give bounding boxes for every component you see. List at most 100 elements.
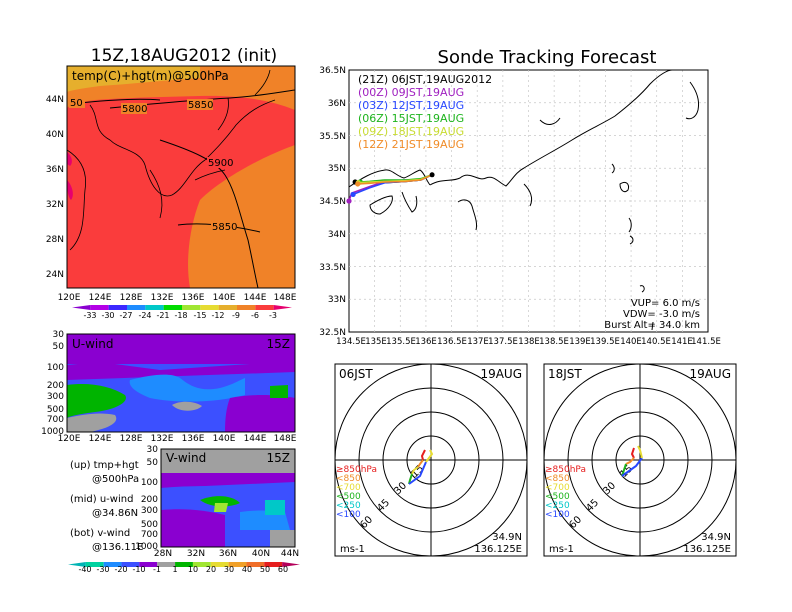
temp-height-map: temp(C)+hgt(m)@500hPa 50 5800 5850 5900 …	[46, 65, 297, 320]
hodo-date: 19AUG	[689, 367, 731, 381]
panel-notes: (up) tmp+hgt @500hPa (mid) u-wind @34.86…	[70, 460, 143, 553]
wind-colorbar-labels: -40 -30 -20 -10 -1 1 10 20 30 40 50 60	[78, 565, 288, 574]
lon-tick-label: 132E	[151, 293, 174, 303]
pressure-legend-entry: ≥850hPa	[336, 465, 377, 475]
colorbar-swatch	[90, 305, 109, 310]
lat-tick-label: 24N	[46, 270, 64, 280]
lon-tick-label: 137E	[467, 337, 489, 347]
pressure-tick-label: 300	[141, 506, 158, 516]
lon-tick-label: 140.5E	[641, 337, 671, 347]
note-mid-level: @34.86N	[92, 508, 138, 519]
colorbar-swatch	[85, 562, 104, 567]
lat-tick-label: 34N	[328, 230, 346, 240]
sonde-trajectories	[346, 172, 435, 204]
pressure-legend-entry: <700	[336, 483, 361, 493]
pressure-tick-label: 100	[141, 478, 158, 488]
contour-label: 5850	[212, 222, 237, 233]
pressure-tick-label: 200	[47, 381, 64, 391]
lon-tick-label: 136E	[415, 337, 437, 347]
colorbar-swatch	[218, 305, 237, 310]
colorbar-swatch	[282, 562, 300, 567]
colorbar-tick-label: 40	[242, 565, 252, 574]
tracking-lat-ticks: 36.5N 36N 35.5N 35N 34.5N 34N 33.5N 33N …	[319, 66, 346, 338]
pressure-tick-label: 700	[47, 415, 64, 425]
legend-entry: (21Z) 06JST,19AUG2012	[358, 73, 492, 86]
lon-tick-label: 120E	[58, 293, 81, 303]
colorbar-swatch	[246, 562, 265, 567]
pressure-legend-entry: <100	[336, 510, 361, 520]
wind-colorbar	[68, 562, 300, 567]
pressure-tick-label: 30	[53, 330, 65, 340]
temperature-colorbar	[72, 305, 292, 310]
pressure-tick-label: 100	[47, 363, 64, 373]
lat-tick-label: 35.5N	[319, 132, 346, 142]
hodograph-trace	[408, 449, 434, 485]
contour-label: 5800	[122, 104, 147, 115]
colorbar-swatch	[108, 305, 127, 310]
landing-point	[355, 181, 361, 187]
coastline	[349, 70, 708, 331]
note-bot-level: @136.11E	[92, 542, 143, 553]
pressure-legend-entry: <500	[336, 492, 361, 502]
hodo-lon: 136.125E	[683, 544, 731, 555]
colorbar-tick-label: -33	[83, 311, 96, 320]
contour-label: 5900	[208, 158, 233, 169]
note-up-level: @500hPa	[92, 474, 139, 485]
colorbar-tick-label: -3	[269, 311, 277, 320]
colorbar-tick-label: -24	[138, 311, 151, 320]
lon-tick-label: 139.5E	[590, 337, 620, 347]
lat-tick-label: 40N	[252, 549, 270, 559]
lon-tick-label: 136.5E	[437, 337, 467, 347]
lat-tick-label: 34.5N	[319, 197, 346, 207]
lon-tick-label: 140E	[620, 337, 642, 347]
contour-label: 50	[70, 98, 83, 109]
pressure-tick-label: 50	[53, 342, 65, 352]
u-wind-cross-section: U-wind 15Z 30 50 100 200 300 500 700 100…	[41, 330, 297, 444]
lat-tick-label: 36.5N	[319, 66, 346, 76]
lon-tick-label: 148E	[274, 293, 297, 303]
hodo-time: 06JST	[339, 367, 373, 381]
tracking-lon-ticks: 134.5E 135E 135.5E 136E 136.5E 137E 137.…	[336, 337, 721, 347]
v-wind-label: V-wind	[166, 451, 206, 465]
note-mid: (mid) u-wind	[70, 494, 133, 505]
legend-entry: (09Z) 18JST,19AUG	[358, 125, 464, 138]
lon-tick-label: 141E	[671, 337, 693, 347]
colorbar-swatch	[127, 305, 146, 310]
u-wind-pressure-ticks: 30 50 100 200 300 500 700 1000	[41, 330, 64, 437]
note-up: (up) tmp+hgt	[70, 460, 139, 471]
colorbar-swatch	[68, 562, 86, 567]
hodo-unit: ms-1	[549, 544, 574, 555]
legend-entry: (06Z) 15JST,19AUG	[358, 112, 464, 125]
pressure-tick-label: 1000	[135, 542, 158, 552]
colorbar-tick-label: 60	[278, 565, 288, 574]
hodograph-18jst: 15 30 45 60 18JST 19AUG ≥850hPa <850 <70…	[543, 363, 737, 557]
colorbar-tick-label: -27	[119, 311, 132, 320]
landing-point	[350, 191, 356, 198]
lon-tick-label: 141.5E	[691, 337, 721, 347]
pressure-legend: ≥850hPa <850 <700 <500 <250 <100	[336, 465, 377, 520]
legend-entry: (03Z) 12JST,19AUG	[358, 99, 464, 112]
lon-tick-label: 139E	[569, 337, 591, 347]
v-wind-lat-ticks: 28N 32N 36N 40N 44N	[154, 549, 299, 559]
sonde-parameters: VUP= 6.0 m/s VDW= -3.0 m/s Burst Alt= 34…	[604, 298, 700, 331]
lon-tick-label: 124E	[89, 434, 112, 444]
main-title: Sonde Tracking Forecast	[438, 47, 657, 68]
tracking-legend: (21Z) 06JST,19AUG2012 (00Z) 09JST,19AUG …	[358, 73, 492, 151]
v-wind-pressure-ticks: 30 50 100 200 300 500 700 1000	[135, 445, 158, 552]
pressure-tick-label: 1000	[41, 427, 64, 437]
contour-label: 5850	[188, 100, 213, 111]
colorbar-swatch	[237, 305, 256, 310]
burst-altitude: Burst Alt= 34.0 km	[604, 320, 700, 331]
colorbar-tick-label: -10	[132, 565, 145, 574]
colorbar-tick-label: 10	[188, 565, 198, 574]
lat-tick-label: 32.5N	[319, 328, 346, 338]
init-title: 15Z,18AUG2012 (init)	[91, 46, 277, 66]
vup-value: VUP= 6.0 m/s	[631, 298, 700, 309]
pressure-legend-entry: <850	[545, 474, 570, 484]
v-wind-cross-section: V-wind 15Z 30 50 100 200 300 500 700 100…	[135, 445, 299, 559]
lat-tick-label: 44N	[281, 549, 299, 559]
colorbar-swatch	[192, 562, 211, 567]
hodo-time: 18JST	[548, 367, 582, 381]
lon-tick-label: 144E	[244, 293, 267, 303]
